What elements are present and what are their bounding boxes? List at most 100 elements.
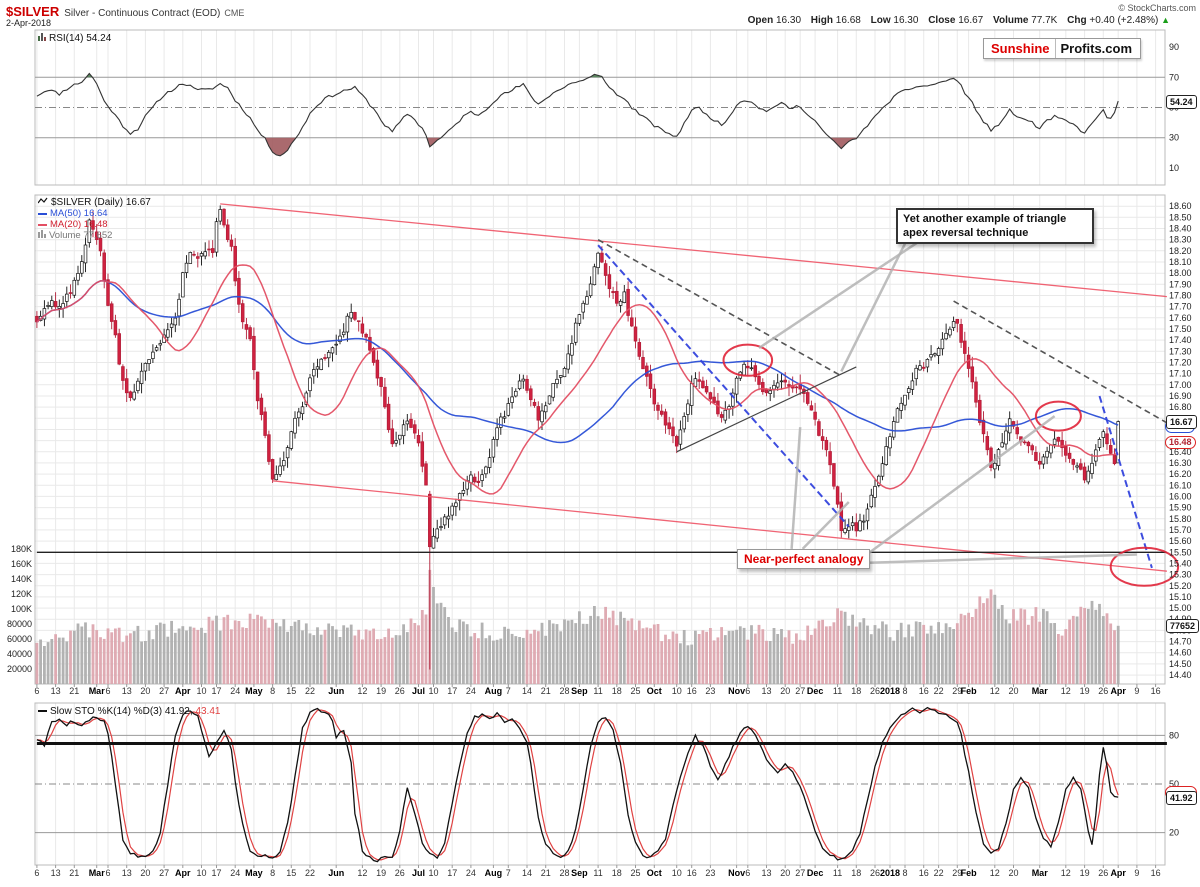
analogy-decline-apr bbox=[1098, 395, 1153, 569]
high-value: 16.68 bbox=[835, 15, 861, 26]
open-value: 16.30 bbox=[775, 15, 802, 26]
date-tick-label: 16 bbox=[919, 868, 929, 878]
channel-support-trendline bbox=[272, 480, 1167, 572]
chg-label: Chg bbox=[1067, 15, 1087, 26]
date-tick-label: Mar bbox=[89, 868, 106, 878]
date-tick-label: 22 bbox=[305, 686, 315, 696]
stoch-d-value: 43.41 bbox=[195, 706, 221, 717]
date-tick-label: 16 bbox=[687, 868, 697, 878]
triangle-upper-dashed bbox=[597, 239, 842, 377]
price-axis-label: 18.60 bbox=[1169, 201, 1192, 211]
date-tick-label: Feb bbox=[961, 868, 978, 878]
date-tick-label: Dec bbox=[807, 686, 824, 696]
date-tick-label: 29 bbox=[952, 686, 962, 696]
date-tick-label: Mar bbox=[89, 686, 106, 696]
date-tick-label: 21 bbox=[69, 868, 79, 878]
price-axis-label: 16.80 bbox=[1169, 402, 1192, 412]
date-tick-label: 20 bbox=[1008, 686, 1018, 696]
date-tick-label: 21 bbox=[69, 686, 79, 696]
date-tick-label: 6 bbox=[34, 686, 39, 696]
price-axis-label: 16.30 bbox=[1169, 458, 1192, 468]
price-axis-label: 15.70 bbox=[1169, 525, 1192, 535]
date-tick-label: Mar bbox=[1032, 686, 1049, 696]
volume-legend: Volume 77,652 bbox=[49, 230, 113, 242]
date-tick-label: 13 bbox=[761, 868, 771, 878]
date-tick-label: 19 bbox=[1080, 686, 1090, 696]
date-tick-label: 13 bbox=[761, 686, 771, 696]
stoch-axis-label: 20 bbox=[1169, 828, 1179, 838]
date-tick-label: 24 bbox=[466, 686, 476, 696]
date-tick-label: 8 bbox=[902, 686, 907, 696]
date-tick-label: 17 bbox=[447, 868, 457, 878]
date-tick-label: 19 bbox=[376, 868, 386, 878]
callout-tail bbox=[801, 501, 850, 550]
date-tick-label: Jun bbox=[328, 868, 344, 878]
date-tick-label: 11 bbox=[833, 686, 842, 696]
price-axis-label: 17.00 bbox=[1169, 380, 1192, 390]
triangle-note-box: Yet another example of triangle apex rev… bbox=[896, 208, 1094, 244]
date-tick-label: 27 bbox=[159, 686, 169, 696]
stoch-axis-label: 80 bbox=[1169, 730, 1179, 740]
callout-tail bbox=[863, 553, 1137, 565]
watermark-profits: Profits.com bbox=[1054, 39, 1141, 58]
date-tick-label: 23 bbox=[705, 868, 715, 878]
rsi-axis-label: 90 bbox=[1169, 42, 1179, 52]
date-tick-label: Aug bbox=[485, 686, 503, 696]
date-tick-label: Jul bbox=[412, 868, 425, 878]
volume-axis-label: 40000 bbox=[7, 649, 32, 659]
chart-header: $SILVER Silver - Continuous Contract (EOD… bbox=[6, 3, 244, 21]
quote-strip: Open 16.30 High 16.68 Low 16.30 Close 16… bbox=[741, 15, 1170, 26]
date-tick-label: 13 bbox=[51, 686, 61, 696]
price-axis-label: 18.50 bbox=[1169, 212, 1192, 222]
ellipse-mar-2018 bbox=[1034, 400, 1082, 432]
price-axis-label: 17.90 bbox=[1169, 279, 1192, 289]
date-tick-label: 26 bbox=[870, 868, 880, 878]
open-label: Open bbox=[747, 15, 774, 26]
grid-lines bbox=[34, 29, 1166, 866]
volume-label: Volume bbox=[993, 15, 1029, 26]
date-tick-label: 26 bbox=[395, 868, 405, 878]
stoch-legend: Slow STO %K(14) %D(3) 41.92, 43.41 bbox=[38, 706, 220, 717]
price-axis-label: 14.40 bbox=[1169, 670, 1192, 680]
callout-tail bbox=[862, 415, 1056, 558]
date-tick-label: 10 bbox=[672, 868, 682, 878]
callout-tail bbox=[790, 427, 802, 549]
date-tick-label: 10 bbox=[672, 686, 682, 696]
ma20-line bbox=[36, 264, 1119, 495]
price-axis-label: 14.50 bbox=[1169, 659, 1192, 669]
price-axis-label: 15.20 bbox=[1169, 581, 1192, 591]
volume-axis-label: 100K bbox=[11, 604, 32, 614]
volume-axis-label: 180K bbox=[11, 544, 32, 554]
date-tick-label: 12 bbox=[357, 686, 367, 696]
date-tick-label: 22 bbox=[934, 686, 944, 696]
date-tick-label: 11 bbox=[833, 868, 842, 878]
resistance-trendline bbox=[220, 203, 1167, 298]
date-tick-label: 27 bbox=[795, 686, 805, 696]
date-tick-label: 15 bbox=[286, 686, 296, 696]
callout-tail bbox=[758, 241, 919, 350]
date-tick-label: 9 bbox=[1134, 868, 1139, 878]
rsi-axis-label: 30 bbox=[1169, 133, 1179, 143]
date-tick-label: Mar bbox=[1032, 868, 1049, 878]
date-tick-label: Sep bbox=[571, 868, 588, 878]
volume-icon bbox=[38, 230, 46, 241]
date-tick-label: 11 bbox=[593, 686, 602, 696]
date-tick-label: 26 bbox=[1098, 868, 1108, 878]
low-label: Low bbox=[870, 15, 891, 26]
price-axis-label: 14.60 bbox=[1169, 648, 1192, 658]
price-axis-label: 17.20 bbox=[1169, 357, 1192, 367]
date-tick-label: 8 bbox=[902, 868, 907, 878]
date-tick-label: 21 bbox=[541, 868, 551, 878]
date-tick-label: 10 bbox=[196, 686, 206, 696]
price-axis-label: 17.30 bbox=[1169, 346, 1192, 356]
date-tick-label: 17 bbox=[211, 686, 221, 696]
close-value: 16.67 bbox=[958, 15, 984, 26]
price-axis-label: 16.10 bbox=[1169, 480, 1192, 490]
price-axis-label: 15.80 bbox=[1169, 514, 1192, 524]
date-tick-label: 10 bbox=[428, 868, 438, 878]
stoch-label: Slow STO %K(14) %D(3) 41.92, bbox=[50, 706, 193, 717]
date-tick-label: Apr bbox=[1110, 868, 1126, 878]
volume-value: 77.7K bbox=[1031, 15, 1058, 26]
